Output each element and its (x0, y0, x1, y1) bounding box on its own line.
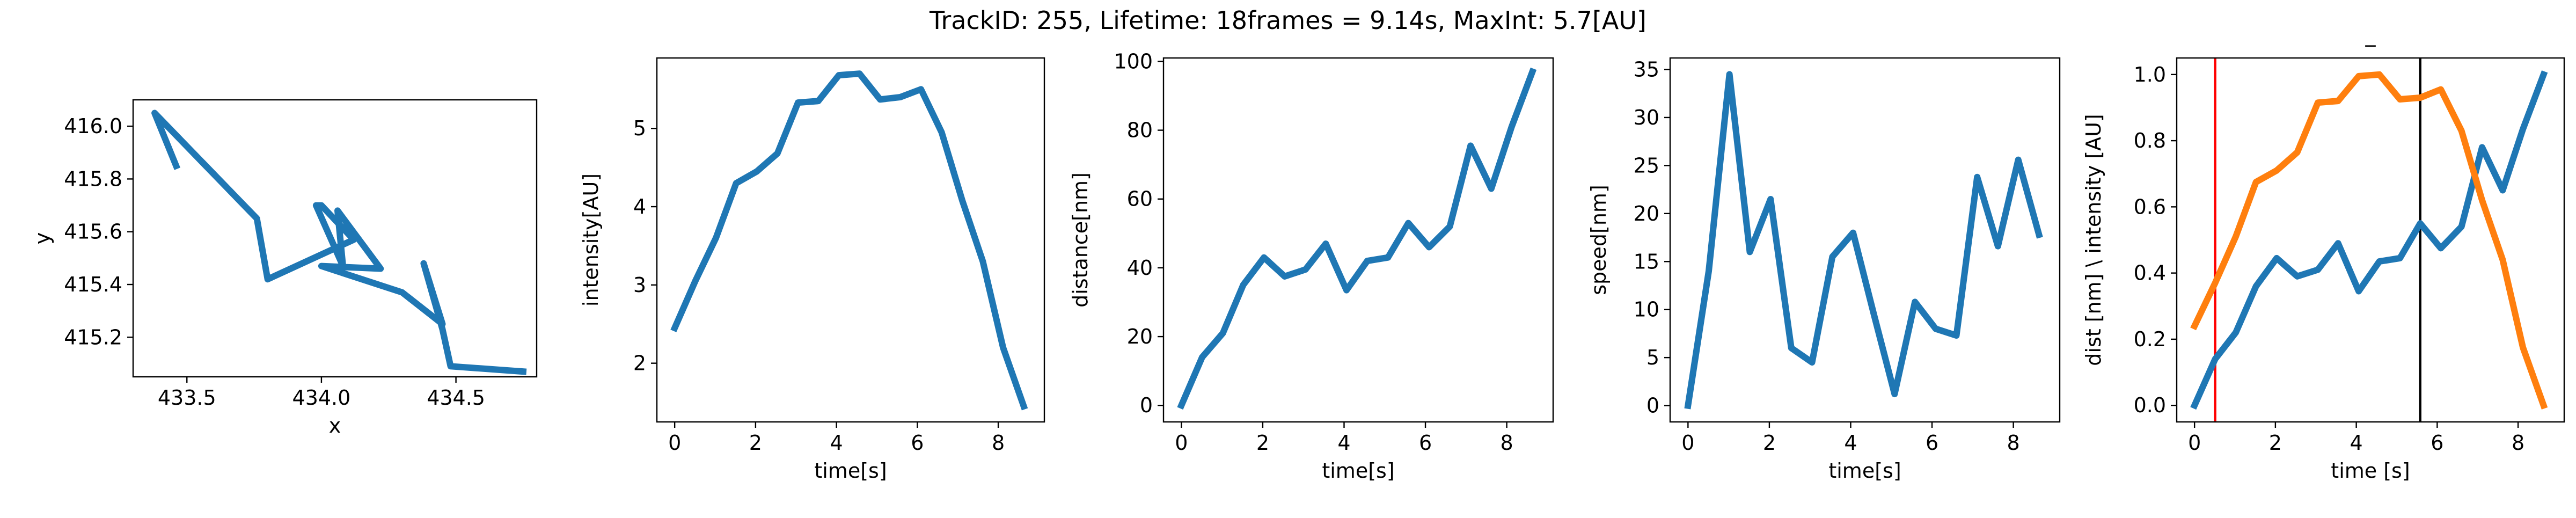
x-tick-label: 0 (668, 431, 681, 455)
y-tick-label: 415.6 (64, 220, 122, 244)
x-tick-label: 434.0 (292, 386, 351, 410)
x-tick-label: 4 (1337, 431, 1350, 455)
y-axis-label: distance[nm] (1069, 172, 1092, 308)
x-tick-label: 4 (1844, 431, 1857, 455)
y-tick-label: 30 (1634, 106, 1659, 129)
y-tick-label: 100 (1114, 49, 1153, 73)
y-tick-label: 25 (1634, 154, 1659, 177)
y-tick-label: 10 (1634, 298, 1659, 322)
x-tick-label: 8 (2007, 431, 2020, 455)
x-axis-label: time [s] (2331, 459, 2410, 483)
y-tick-label: 1.0 (2134, 63, 2166, 86)
y-axis-label: speed[nm] (1587, 185, 1611, 295)
figure-title: TrackID: 255, Lifetime: 18frames = 9.14s… (930, 6, 1646, 35)
x-tick-label: 0 (1175, 431, 1188, 455)
series-line-1 (670, 70, 1028, 411)
x-axis-label: time[s] (1322, 459, 1394, 483)
series-line-1 (151, 110, 527, 375)
x-tick-label: 4 (2350, 431, 2363, 455)
axes-frame (1669, 57, 2061, 423)
axes-frame (1162, 57, 1554, 423)
y-tick-label: 80 (1127, 119, 1153, 142)
y-tick-label: 415.2 (64, 325, 122, 349)
y-tick-label: 20 (1634, 202, 1659, 225)
x-tick-label: 0 (1681, 431, 1694, 455)
y-tick-label: 0 (1646, 394, 1659, 418)
y-tick-label: 4 (633, 195, 646, 218)
y-tick-label: 0.6 (2134, 195, 2166, 218)
subplot-title: _ (2365, 23, 2376, 47)
series-line-1 (1684, 71, 2043, 410)
y-tick-label: 0.8 (2134, 129, 2166, 152)
series-line-1 (2190, 70, 2548, 410)
x-tick-label: 6 (1419, 431, 1432, 455)
y-tick-label: 0 (1140, 393, 1153, 417)
y-tick-label: 5 (633, 116, 646, 140)
y-tick-label: 0.0 (2134, 393, 2166, 417)
x-tick-label: 8 (992, 431, 1005, 455)
y-tick-label: 60 (1127, 187, 1153, 211)
axes-frame (132, 99, 538, 378)
y-tick-label: 3 (633, 273, 646, 297)
x-tick-label: 2 (749, 431, 762, 455)
x-tick-label: 2 (1763, 431, 1776, 455)
x-tick-label: 6 (1926, 431, 1938, 455)
axes-frame (656, 57, 1045, 423)
subplot-1: 433.5 434.0 434.5 415.2 415.4 415.6 415.8 416.0… (31, 99, 538, 437)
x-tick-label: 6 (911, 431, 924, 455)
y-axis-label: y (31, 232, 54, 245)
y-tick-label: 15 (1634, 250, 1659, 273)
y-tick-label: 40 (1127, 256, 1153, 280)
series-line-1 (1177, 67, 1537, 410)
x-tick-label: 8 (2512, 431, 2524, 455)
x-tick-label: 2 (2269, 431, 2282, 455)
x-tick-label: 4 (830, 431, 843, 455)
y-tick-label: 20 (1127, 325, 1153, 348)
y-tick-label: 0.2 (2134, 327, 2166, 351)
y-axis-label: dist [nm] \ intensity [AU] (2082, 114, 2105, 366)
y-tick-label: 416.0 (64, 114, 122, 138)
subplot-4: 0 2 4 6 8 0 5 10 15 20 25 30 35 time[s] speed[nm] (1587, 57, 2061, 483)
x-tick-label: 433.5 (158, 386, 216, 410)
x-axis-label: x (329, 414, 341, 437)
y-tick-label: 0.4 (2134, 261, 2166, 285)
subplot-5: 0 2 4 6 8 0.0 0.2 0.4 0.6 0.8 1.0 time [s] dist [nm]… (2082, 23, 2565, 483)
y-axis-label: intensity[AU] (579, 173, 603, 307)
x-tick-label: 2 (1256, 431, 1269, 455)
x-axis-label: time[s] (1828, 459, 1901, 483)
y-tick-label: 2 (633, 352, 646, 375)
y-tick-label: 415.8 (64, 167, 122, 191)
axes-frame (2176, 57, 2565, 423)
series-line-2 (2190, 71, 2548, 410)
y-tick-label: 5 (1646, 346, 1659, 369)
x-tick-label: 434.5 (427, 386, 485, 410)
x-tick-label: 8 (1501, 431, 1513, 455)
y-tick-label: 35 (1634, 57, 1659, 81)
x-tick-label: 0 (2188, 431, 2201, 455)
x-tick-label: 6 (2431, 431, 2443, 455)
subplot-2: 0 2 4 6 8 2 3 4 5 time[s] intensity[AU] (579, 57, 1045, 483)
y-tick-label: 415.4 (64, 273, 122, 296)
x-axis-label: time[s] (814, 459, 887, 483)
